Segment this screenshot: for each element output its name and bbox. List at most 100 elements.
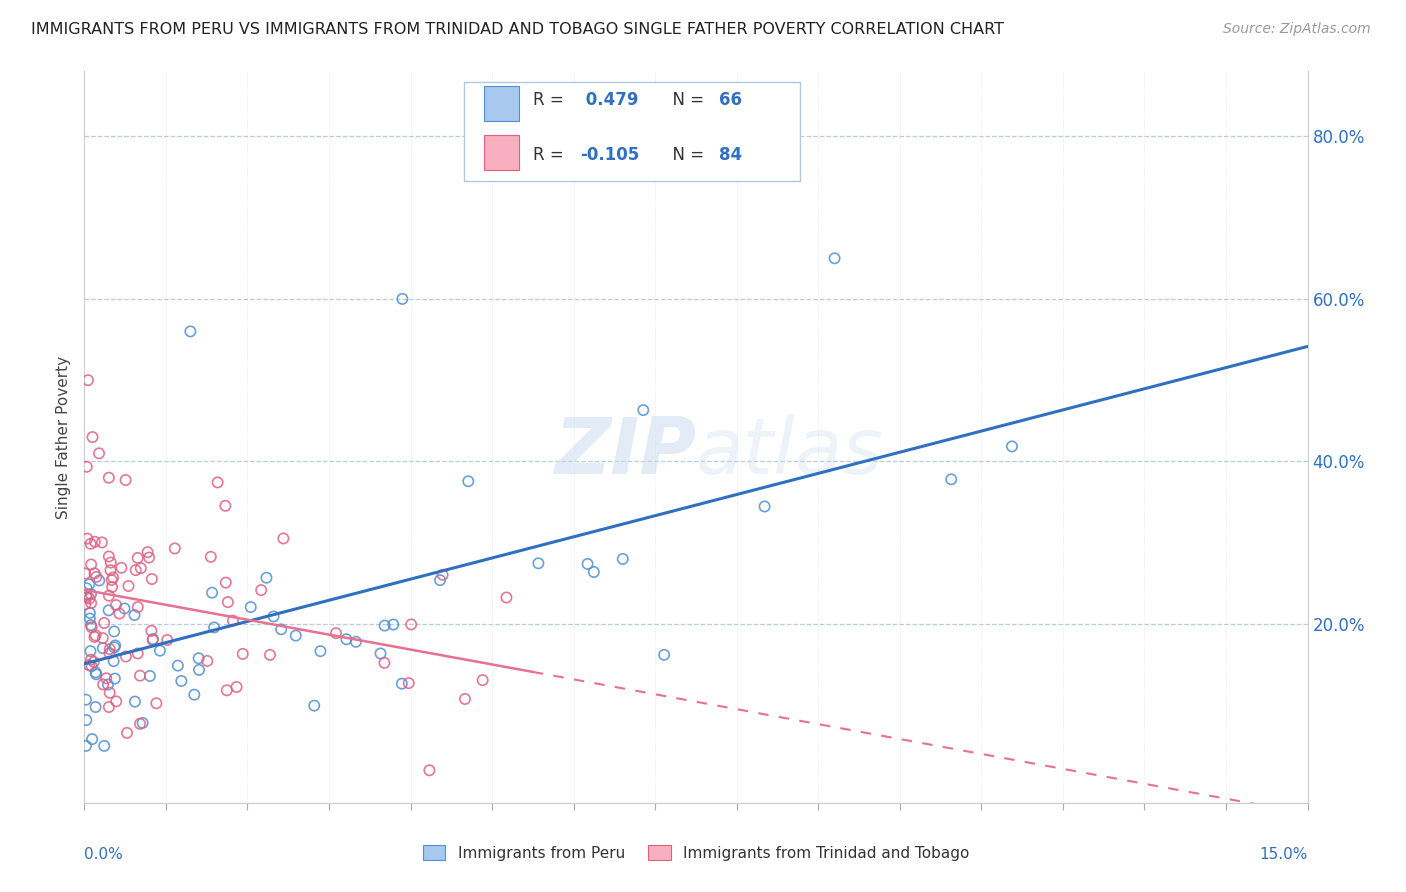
Point [82, 732, 104, 747]
Point [129, 668, 152, 682]
Point [200, 549, 222, 564]
Point [75, 566, 97, 581]
Point [129, 716, 152, 731]
Point [195, 654, 218, 668]
Point [302, 698, 325, 713]
Point [75, 597, 97, 611]
Point [84, 665, 107, 680]
Point [225, 680, 247, 694]
Point [105, 598, 128, 612]
Point [93, 615, 115, 630]
Point [100, 563, 122, 577]
Point [399, 617, 422, 632]
Point [344, 634, 367, 648]
Point [91, 641, 114, 656]
Text: 15.0%: 15.0% [1260, 847, 1308, 862]
Text: IMMIGRANTS FROM PERU VS IMMIGRANTS FROM TRINIDAD AND TOBAGO SINGLE FATHER POVERT: IMMIGRANTS FROM PERU VS IMMIGRANTS FROM … [31, 22, 1004, 37]
Point [207, 475, 229, 490]
Point [101, 570, 124, 584]
Point [97, 603, 120, 617]
Text: N =: N = [662, 91, 709, 109]
Point [90, 535, 112, 549]
Point [80, 618, 103, 632]
Point [131, 715, 153, 730]
Point [141, 572, 163, 586]
Point [97, 549, 120, 564]
Point [80, 558, 103, 572]
Point [110, 561, 132, 575]
Point [80, 652, 103, 666]
Point [263, 609, 285, 624]
Point [77, 373, 100, 387]
Point [103, 640, 125, 655]
Point [98, 642, 121, 657]
Point [76, 532, 98, 546]
Point [83, 534, 105, 549]
Point [138, 550, 160, 565]
Point [576, 557, 599, 571]
Point [179, 325, 201, 339]
Point [91, 677, 114, 691]
Point [167, 658, 190, 673]
Point [145, 696, 167, 710]
Point [80, 659, 103, 673]
Point [582, 565, 605, 579]
Point [824, 252, 846, 266]
Point [391, 676, 413, 690]
Point [79, 611, 101, 625]
Point [259, 648, 281, 662]
Text: -0.105: -0.105 [579, 145, 638, 164]
Point [215, 683, 238, 698]
Point [232, 647, 254, 661]
Point [256, 571, 278, 585]
Point [114, 473, 136, 487]
Point [84, 667, 107, 681]
Point [370, 647, 392, 661]
Point [84, 700, 107, 714]
Point [142, 632, 165, 647]
FancyBboxPatch shape [464, 82, 800, 181]
Point [115, 726, 138, 740]
Point [418, 764, 440, 778]
Legend: Immigrants from Peru, Immigrants from Trinidad and Tobago: Immigrants from Peru, Immigrants from Tr… [415, 838, 977, 868]
Text: 0.0%: 0.0% [84, 847, 124, 862]
Point [136, 545, 159, 559]
Point [391, 292, 413, 306]
Point [104, 639, 127, 653]
Point [97, 471, 120, 485]
Point [77, 577, 100, 591]
Text: ZIP: ZIP [554, 414, 696, 490]
Point [100, 573, 122, 587]
Point [335, 632, 357, 647]
Text: N =: N = [662, 145, 709, 164]
Point [202, 620, 225, 634]
Point [374, 618, 396, 632]
Point [114, 601, 136, 615]
Text: 66: 66 [720, 91, 742, 109]
Point [270, 623, 292, 637]
Point [77, 658, 100, 673]
Point [309, 644, 332, 658]
Point [187, 651, 209, 665]
Point [80, 620, 103, 634]
Point [93, 739, 115, 753]
Point [125, 563, 148, 577]
Point [201, 585, 224, 599]
Point [139, 669, 162, 683]
Point [454, 692, 477, 706]
Bar [484, 86, 519, 121]
Point [101, 580, 124, 594]
Point [82, 430, 104, 444]
Point [284, 629, 307, 643]
Point [495, 591, 517, 605]
Point [97, 700, 120, 714]
Point [127, 600, 149, 615]
Text: R =: R = [533, 145, 569, 164]
Point [76, 581, 98, 595]
Point [170, 673, 193, 688]
Point [612, 552, 634, 566]
Text: atlas: atlas [696, 414, 884, 490]
Point [105, 694, 128, 708]
Point [96, 671, 118, 685]
Point [432, 567, 454, 582]
